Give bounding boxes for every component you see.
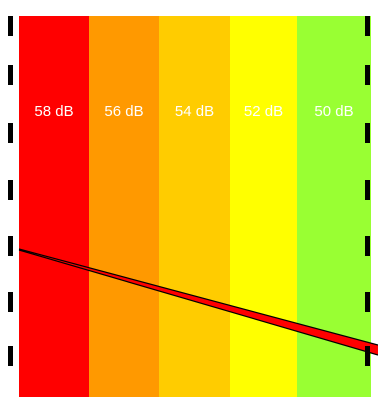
- tick-mark: [365, 16, 370, 36]
- barrier-bottom-edge: [18, 249, 378, 356]
- barrier-wedge: [18, 248, 378, 356]
- noise-band-label: 56 dB: [104, 103, 143, 120]
- noise-band-label: 50 dB: [314, 103, 353, 120]
- tick-mark: [8, 65, 13, 85]
- left-tick-marks: [8, 16, 13, 366]
- noise-band: [89, 16, 159, 397]
- tick-mark: [365, 123, 370, 143]
- noise-band-label: 52 dB: [244, 103, 283, 120]
- noise-band-label: 58 dB: [34, 103, 73, 120]
- tick-mark: [8, 292, 13, 312]
- barrier-top-edge: [18, 248, 378, 346]
- tick-mark: [8, 16, 13, 36]
- tick-mark: [365, 292, 370, 312]
- noise-band-label: 54 dB: [175, 103, 214, 120]
- tick-mark: [8, 123, 13, 143]
- noise-band: [159, 16, 230, 397]
- tick-mark: [8, 236, 13, 256]
- noise-band: [230, 16, 297, 397]
- noise-band: [19, 16, 89, 397]
- tick-mark: [365, 65, 370, 85]
- noise-band-labels: 58 dB 56 dB 54 dB 52 dB 50 dB: [34, 103, 353, 120]
- noise-bands: [19, 16, 371, 397]
- right-tick-marks: [365, 16, 370, 366]
- tick-mark: [365, 180, 370, 200]
- tick-mark: [8, 346, 13, 366]
- tick-mark: [365, 236, 370, 256]
- tick-mark: [365, 346, 370, 366]
- tick-mark: [8, 180, 13, 200]
